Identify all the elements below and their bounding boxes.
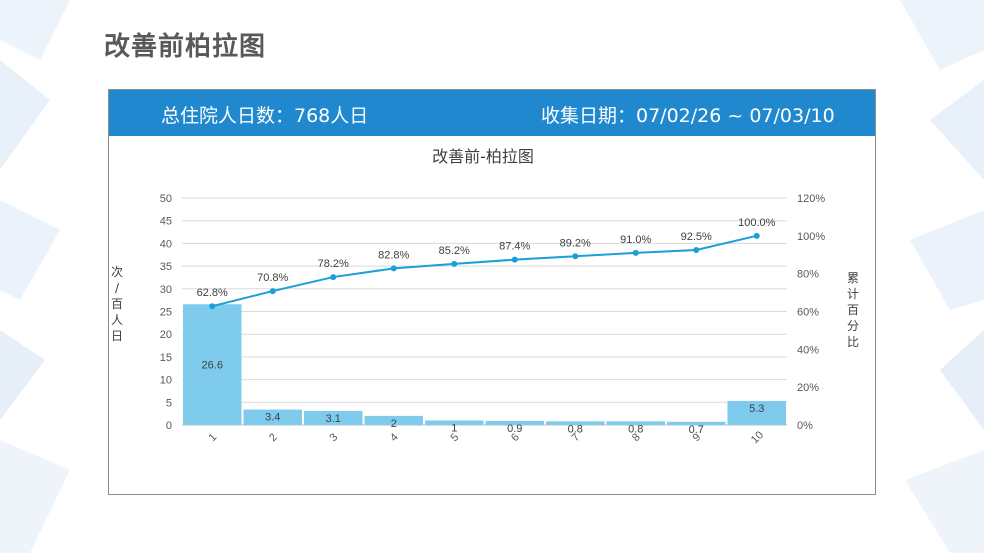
y-right-tick-label: 120% — [797, 193, 825, 205]
bar-value-label: 5.3 — [749, 403, 764, 415]
bar-value-label: 1 — [451, 422, 457, 434]
x-tick-label: 3 — [328, 431, 341, 444]
bar — [546, 421, 605, 425]
cumulative-label: 91.0% — [620, 234, 651, 246]
cumulative-point — [511, 256, 518, 263]
y-right-tick-label: 0% — [797, 420, 813, 432]
collection-date: 收集日期：07/02/26 ~ 07/03/10 — [541, 105, 835, 127]
y-axis-label-char: 日 — [111, 329, 123, 343]
cumulative-label: 78.2% — [318, 258, 349, 270]
bar — [183, 304, 242, 425]
cumulative-label: 62.8% — [197, 287, 228, 299]
left-axis-ticks: 0 5 10 15 20 25 30 35 40 45 50 — [160, 193, 172, 432]
y-tick-label: 0 — [166, 420, 172, 432]
cumulative-point — [632, 249, 639, 256]
y-tick-label: 10 — [160, 375, 172, 387]
y-axis-right-label-char: 计 — [847, 287, 859, 301]
chart-title: 改善前-柏拉图 — [432, 147, 534, 166]
bar — [606, 421, 665, 425]
bars — [183, 304, 786, 425]
y-tick-label: 25 — [160, 307, 172, 319]
cumulative-label: 92.5% — [681, 231, 712, 243]
bar-value-label: 3.4 — [265, 412, 280, 424]
y-axis-label-char: 人 — [111, 313, 123, 327]
chart-panel: 总住院人日数：768人日 收集日期：07/02/26 ~ 07/03/10 26… — [108, 89, 876, 495]
cumulative-label: 70.8% — [257, 272, 288, 284]
x-axis-ticks: 1 2 3 4 5 6 7 8 9 10 — [207, 429, 766, 446]
bar — [364, 415, 423, 425]
bar-value-label: 0.9 — [507, 423, 522, 435]
cumulative-label: 87.4% — [499, 241, 530, 253]
bar-value-label: 0.7 — [689, 424, 704, 436]
cumulative-point — [390, 265, 397, 272]
cumulative-polyline — [212, 234, 757, 308]
bar-value-label: 26.6 — [202, 360, 223, 372]
y-axis-label-left: 次 / 百人日 — [111, 265, 123, 343]
cumulative-point — [330, 274, 337, 281]
panel-header: 总住院人日数：768人日 收集日期：07/02/26 ~ 07/03/10 — [109, 90, 875, 136]
pareto-chart: 26.6 3.4 3.1 2 1 0.9 0.8 0.8 0.7 5.3 62.8% 70.8% 78… — [111, 147, 859, 446]
y-tick-label: 15 — [160, 352, 172, 364]
y-right-tick-label: 40% — [797, 344, 819, 356]
y-right-tick-label: 60% — [797, 307, 819, 319]
cumulative-label: 89.2% — [560, 237, 591, 249]
y-tick-label: 5 — [166, 397, 172, 409]
total-inpatient-days: 总住院人日数：768人日 — [161, 105, 369, 127]
cumulative-point — [693, 247, 700, 254]
page-title: 改善前柏拉图 — [104, 32, 267, 62]
cumulative-point — [269, 288, 276, 295]
y-axis-right-label-char: 累 — [847, 271, 859, 285]
y-axis-label-char: / — [115, 281, 120, 295]
y-axis-label-char: 百 — [111, 297, 123, 311]
y-right-tick-label: 80% — [797, 269, 819, 281]
bar — [667, 421, 726, 425]
cumulative-line: 62.8% 70.8% 78.2% 82.8% 85.2% 87.4% 89.2% 91.0%… — [197, 217, 776, 310]
cumulative-point — [753, 232, 760, 239]
y-axis-right-label-char: 比 — [847, 335, 859, 349]
cumulative-label: 82.8% — [378, 249, 409, 261]
y-tick-label: 45 — [160, 216, 172, 228]
cumulative-point — [451, 260, 458, 267]
cumulative-label: 85.2% — [439, 245, 470, 257]
cumulative-point — [572, 253, 579, 260]
y-tick-label: 40 — [160, 238, 172, 250]
y-tick-label: 35 — [160, 261, 172, 273]
bar — [727, 400, 786, 425]
y-tick-label: 20 — [160, 329, 172, 341]
cumulative-label: 100.0% — [738, 217, 776, 229]
cumulative-point — [209, 303, 216, 310]
x-tick-label: 1 — [207, 431, 220, 444]
x-tick-label: 4 — [388, 431, 401, 444]
x-tick-label: 10 — [749, 429, 766, 446]
bar-value-label: 0.8 — [628, 423, 643, 435]
y-right-tick-label: 20% — [797, 382, 819, 394]
bar-value-label: 3.1 — [326, 413, 341, 425]
bar — [243, 409, 302, 425]
bar-value-label: 0.8 — [568, 423, 583, 435]
bar — [485, 420, 544, 425]
y-axis-right-label-char: 百 — [847, 303, 859, 317]
right-axis-ticks: 0% 20% 40% 60% 80% 100% 120% — [797, 193, 825, 432]
bar-labels: 26.6 3.4 3.1 2 1 0.9 0.8 0.8 0.7 5.3 — [202, 360, 765, 436]
y-right-tick-label: 100% — [797, 231, 825, 243]
y-tick-label: 50 — [160, 193, 172, 205]
x-tick-label: 2 — [267, 431, 280, 444]
bar-value-label: 2 — [391, 418, 397, 430]
y-axis-right-label-char: 分 — [847, 319, 859, 333]
y-tick-label: 30 — [160, 284, 172, 296]
bar — [304, 410, 363, 425]
bar — [425, 420, 484, 425]
y-axis-label-char: 次 — [111, 265, 123, 279]
